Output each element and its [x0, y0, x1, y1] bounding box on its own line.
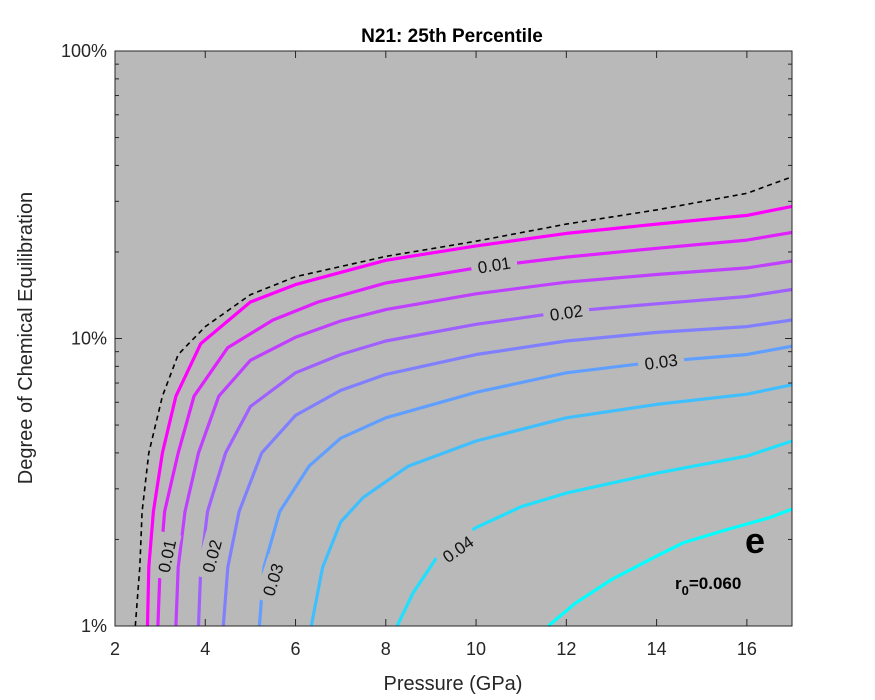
contour-line-0-04 [395, 439, 793, 627]
x-tick-label: 12 [556, 639, 576, 659]
contour-label-1: 0.02 [541, 297, 591, 326]
contour-label-background [636, 346, 686, 375]
contour-label-background [541, 297, 591, 326]
contour-line-0-01 [156, 230, 793, 627]
x-axis-label: Pressure (GPa) [384, 673, 523, 695]
contour-label-background [150, 531, 182, 581]
contour-label-text: 0.03 [643, 351, 678, 374]
contour-label-text: 0.01 [476, 254, 512, 278]
contour-label-background [254, 554, 290, 605]
y-tick-labels: 1% 10% 100% [61, 41, 107, 636]
x-tick-label: 2 [110, 639, 120, 659]
contour-line-0-03 [257, 344, 793, 627]
r0-subscript: 0 [682, 583, 689, 598]
x-tick-label: 16 [737, 639, 757, 659]
contour-labels: 0.010.020.030.01 0.020.030.04 [150, 249, 686, 605]
panel-letter: e [745, 520, 765, 561]
r0-value: =0.060 [689, 574, 741, 593]
contour-label-2: 0.03 [636, 346, 686, 375]
contour-line-0-035 [309, 383, 793, 627]
r0-symbol: r [675, 574, 682, 593]
contour-line-0-005 [145, 204, 793, 627]
plot-area [115, 51, 792, 626]
contour-label-text: 0.02 [549, 301, 584, 324]
tick-marks [114, 50, 792, 627]
contour-label-0: 0.01 [469, 249, 519, 279]
y-tick-label: 10% [71, 329, 107, 349]
x-tick-label: 8 [381, 639, 391, 659]
contour-line-0-02 [196, 287, 793, 627]
x-tick-label: 14 [647, 639, 667, 659]
x-tick-label: 6 [291, 639, 301, 659]
contour-label-background [432, 526, 483, 571]
x-tick-label: 10 [466, 639, 486, 659]
contour-label-background [469, 249, 519, 279]
y-axis-label: Degree of Chemical Equilibration [15, 192, 37, 484]
chart-title: N21: 25th Percentile [361, 26, 543, 47]
x-tick-label: 4 [200, 639, 210, 659]
y-tick-label: 100% [61, 41, 107, 61]
boundary-line [134, 176, 793, 627]
contour-line-0-045 [547, 507, 793, 628]
r0-annotation: r0=0.060 [675, 574, 741, 598]
contour-line-0-015 [174, 259, 793, 627]
contour-lines [145, 204, 793, 628]
x-tick-labels: 2 4 6 8 10 12 14 16 [110, 639, 757, 659]
y-tick-label: 1% [81, 616, 107, 636]
contour-label-3: 0.01 [150, 531, 182, 581]
contour-line-0-025 [221, 318, 793, 627]
equilibration-boundary-dashed [134, 176, 793, 627]
contour-label-background [194, 530, 228, 581]
